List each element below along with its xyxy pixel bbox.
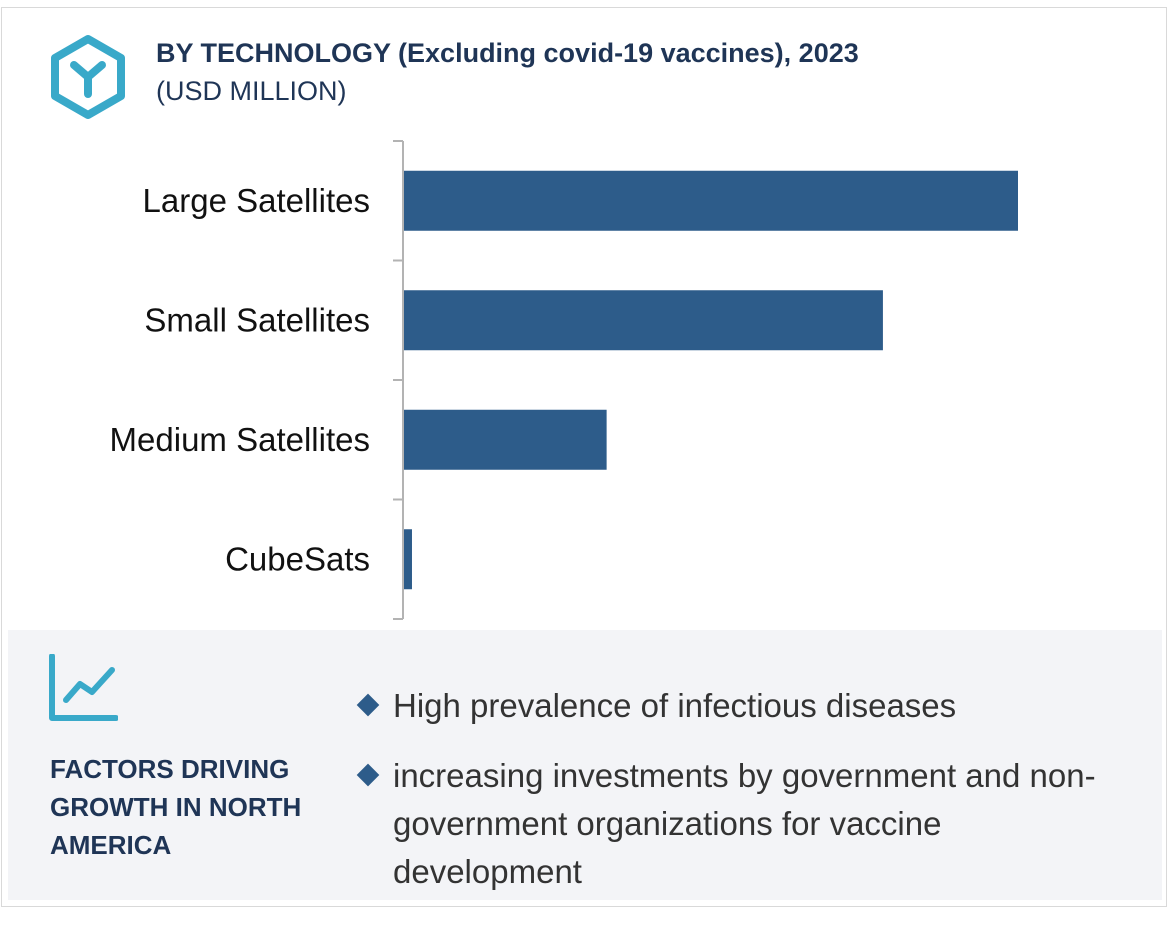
- category-label: CubeSats: [225, 540, 370, 577]
- category-label: Small Satellites: [144, 301, 370, 338]
- diamond-bullet-icon: [356, 763, 380, 787]
- bar-chart: Large Satellites Small Satellites Medium S…: [110, 140, 1018, 620]
- factor-text: High prevalence of infectious diseases: [393, 687, 957, 724]
- bar: [404, 409, 607, 470]
- category-label: Large Satellites: [143, 182, 370, 219]
- category-label: Medium Satellites: [110, 421, 370, 458]
- factor-item: High prevalence of infectious diseases: [356, 682, 1120, 730]
- chart-subtitle: (USD MILLION): [156, 76, 347, 106]
- factors-panel: FACTORS DRIVING GROWTH IN NORTH AMERICA …: [8, 630, 1162, 900]
- bar: [404, 529, 412, 590]
- bar: [404, 170, 1018, 231]
- diamond-bullet-icon: [356, 693, 380, 717]
- factor-item: increasing investments by government and…: [356, 752, 1120, 896]
- trend-chart-icon: [49, 654, 118, 721]
- factor-text: increasing investments by government and…: [393, 757, 1096, 890]
- bar: [404, 290, 883, 351]
- hexagon-y-icon: [51, 35, 125, 119]
- chart-title: BY TECHNOLOGY (Excluding covid-19 vaccin…: [156, 38, 859, 68]
- factors-title: FACTORS DRIVING GROWTH IN NORTH AMERICA: [50, 754, 302, 860]
